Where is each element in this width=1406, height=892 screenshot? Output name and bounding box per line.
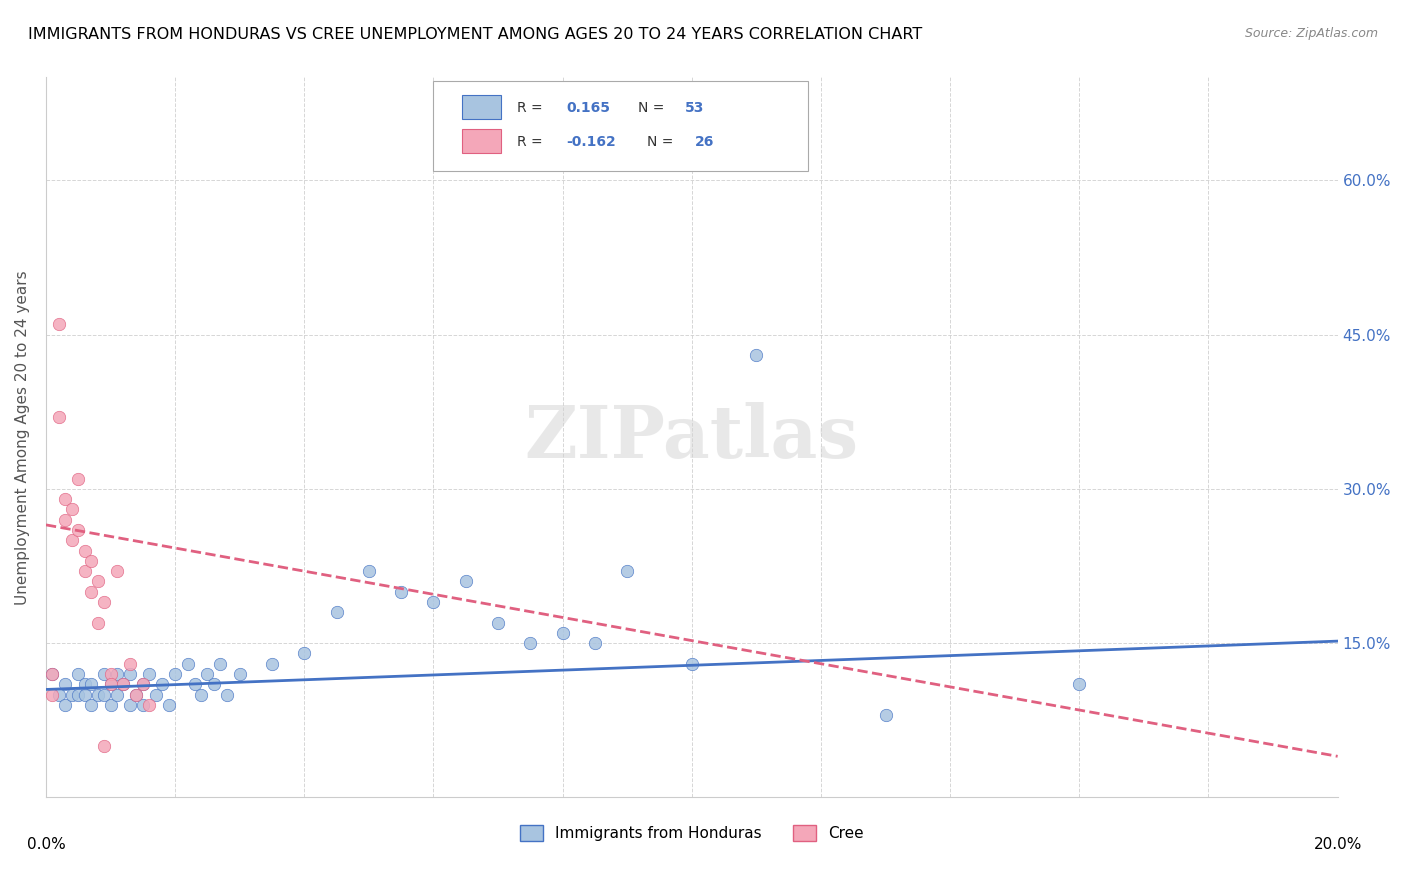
Point <box>118 667 141 681</box>
Point <box>93 667 115 681</box>
Point <box>519 636 541 650</box>
Point <box>209 657 232 671</box>
Point <box>292 647 315 661</box>
Point <box>86 615 108 630</box>
Point <box>60 533 83 548</box>
Point <box>80 584 103 599</box>
Bar <box>463 95 501 120</box>
Point <box>745 348 768 362</box>
Point <box>132 677 155 691</box>
Point <box>157 698 180 712</box>
Text: 0.165: 0.165 <box>567 101 610 115</box>
Point <box>118 698 141 712</box>
Text: R =: R = <box>517 101 547 115</box>
Point <box>100 677 122 691</box>
Point <box>93 688 115 702</box>
Point <box>215 688 238 702</box>
Text: ZIPatlas: ZIPatlas <box>524 402 859 473</box>
Point <box>616 564 638 578</box>
Text: 26: 26 <box>695 135 714 149</box>
Point <box>1069 677 1091 691</box>
Point <box>138 698 160 712</box>
Point <box>53 513 76 527</box>
Point <box>150 677 173 691</box>
Text: 0.0%: 0.0% <box>27 837 65 852</box>
Point <box>105 667 128 681</box>
Point <box>60 502 83 516</box>
Point <box>125 688 148 702</box>
Point <box>486 615 509 630</box>
Point <box>228 667 250 681</box>
Point <box>422 595 444 609</box>
Point <box>325 605 347 619</box>
Point <box>41 667 63 681</box>
Point <box>583 636 606 650</box>
Point <box>53 492 76 507</box>
Point <box>132 677 155 691</box>
Point <box>41 688 63 702</box>
Text: R =: R = <box>517 135 547 149</box>
Point <box>48 688 70 702</box>
Point <box>80 698 103 712</box>
Point <box>118 657 141 671</box>
Point <box>138 667 160 681</box>
Point <box>73 543 96 558</box>
Point <box>80 677 103 691</box>
Text: 53: 53 <box>685 101 704 115</box>
Point <box>260 657 283 671</box>
Text: -0.162: -0.162 <box>567 135 616 149</box>
Point <box>357 564 380 578</box>
Y-axis label: Unemployment Among Ages 20 to 24 years: Unemployment Among Ages 20 to 24 years <box>15 270 30 605</box>
Point <box>73 564 96 578</box>
Point <box>681 657 703 671</box>
Point <box>190 688 212 702</box>
Text: IMMIGRANTS FROM HONDURAS VS CREE UNEMPLOYMENT AMONG AGES 20 TO 24 YEARS CORRELAT: IMMIGRANTS FROM HONDURAS VS CREE UNEMPLO… <box>28 27 922 42</box>
Text: 20.0%: 20.0% <box>1313 837 1362 852</box>
Bar <box>463 129 501 153</box>
Point <box>551 626 574 640</box>
Point <box>183 677 205 691</box>
Point <box>93 595 115 609</box>
Point <box>67 472 90 486</box>
Point <box>165 667 187 681</box>
Point <box>48 318 70 332</box>
Point <box>100 677 122 691</box>
FancyBboxPatch shape <box>433 81 808 171</box>
Point <box>100 667 122 681</box>
Point <box>73 677 96 691</box>
Point <box>41 667 63 681</box>
Point <box>67 688 90 702</box>
Point <box>105 564 128 578</box>
Point <box>389 584 412 599</box>
Point <box>67 667 90 681</box>
Point <box>454 574 477 589</box>
Point <box>60 688 83 702</box>
Point <box>177 657 200 671</box>
Text: N =: N = <box>637 101 668 115</box>
Point <box>86 688 108 702</box>
Text: Source: ZipAtlas.com: Source: ZipAtlas.com <box>1244 27 1378 40</box>
Point <box>197 667 219 681</box>
Point <box>100 698 122 712</box>
Point <box>145 688 167 702</box>
Point <box>202 677 225 691</box>
Point <box>875 708 897 723</box>
Text: N =: N = <box>647 135 678 149</box>
Point <box>125 688 148 702</box>
Point <box>80 554 103 568</box>
Point <box>48 409 70 424</box>
Point <box>112 677 135 691</box>
Point <box>112 677 135 691</box>
Point <box>86 574 108 589</box>
Point <box>132 698 155 712</box>
Point <box>93 739 115 753</box>
Point <box>73 688 96 702</box>
Point <box>53 677 76 691</box>
Point <box>105 688 128 702</box>
Point <box>53 698 76 712</box>
Point <box>67 523 90 537</box>
Legend: Immigrants from Honduras, Cree: Immigrants from Honduras, Cree <box>515 819 869 847</box>
